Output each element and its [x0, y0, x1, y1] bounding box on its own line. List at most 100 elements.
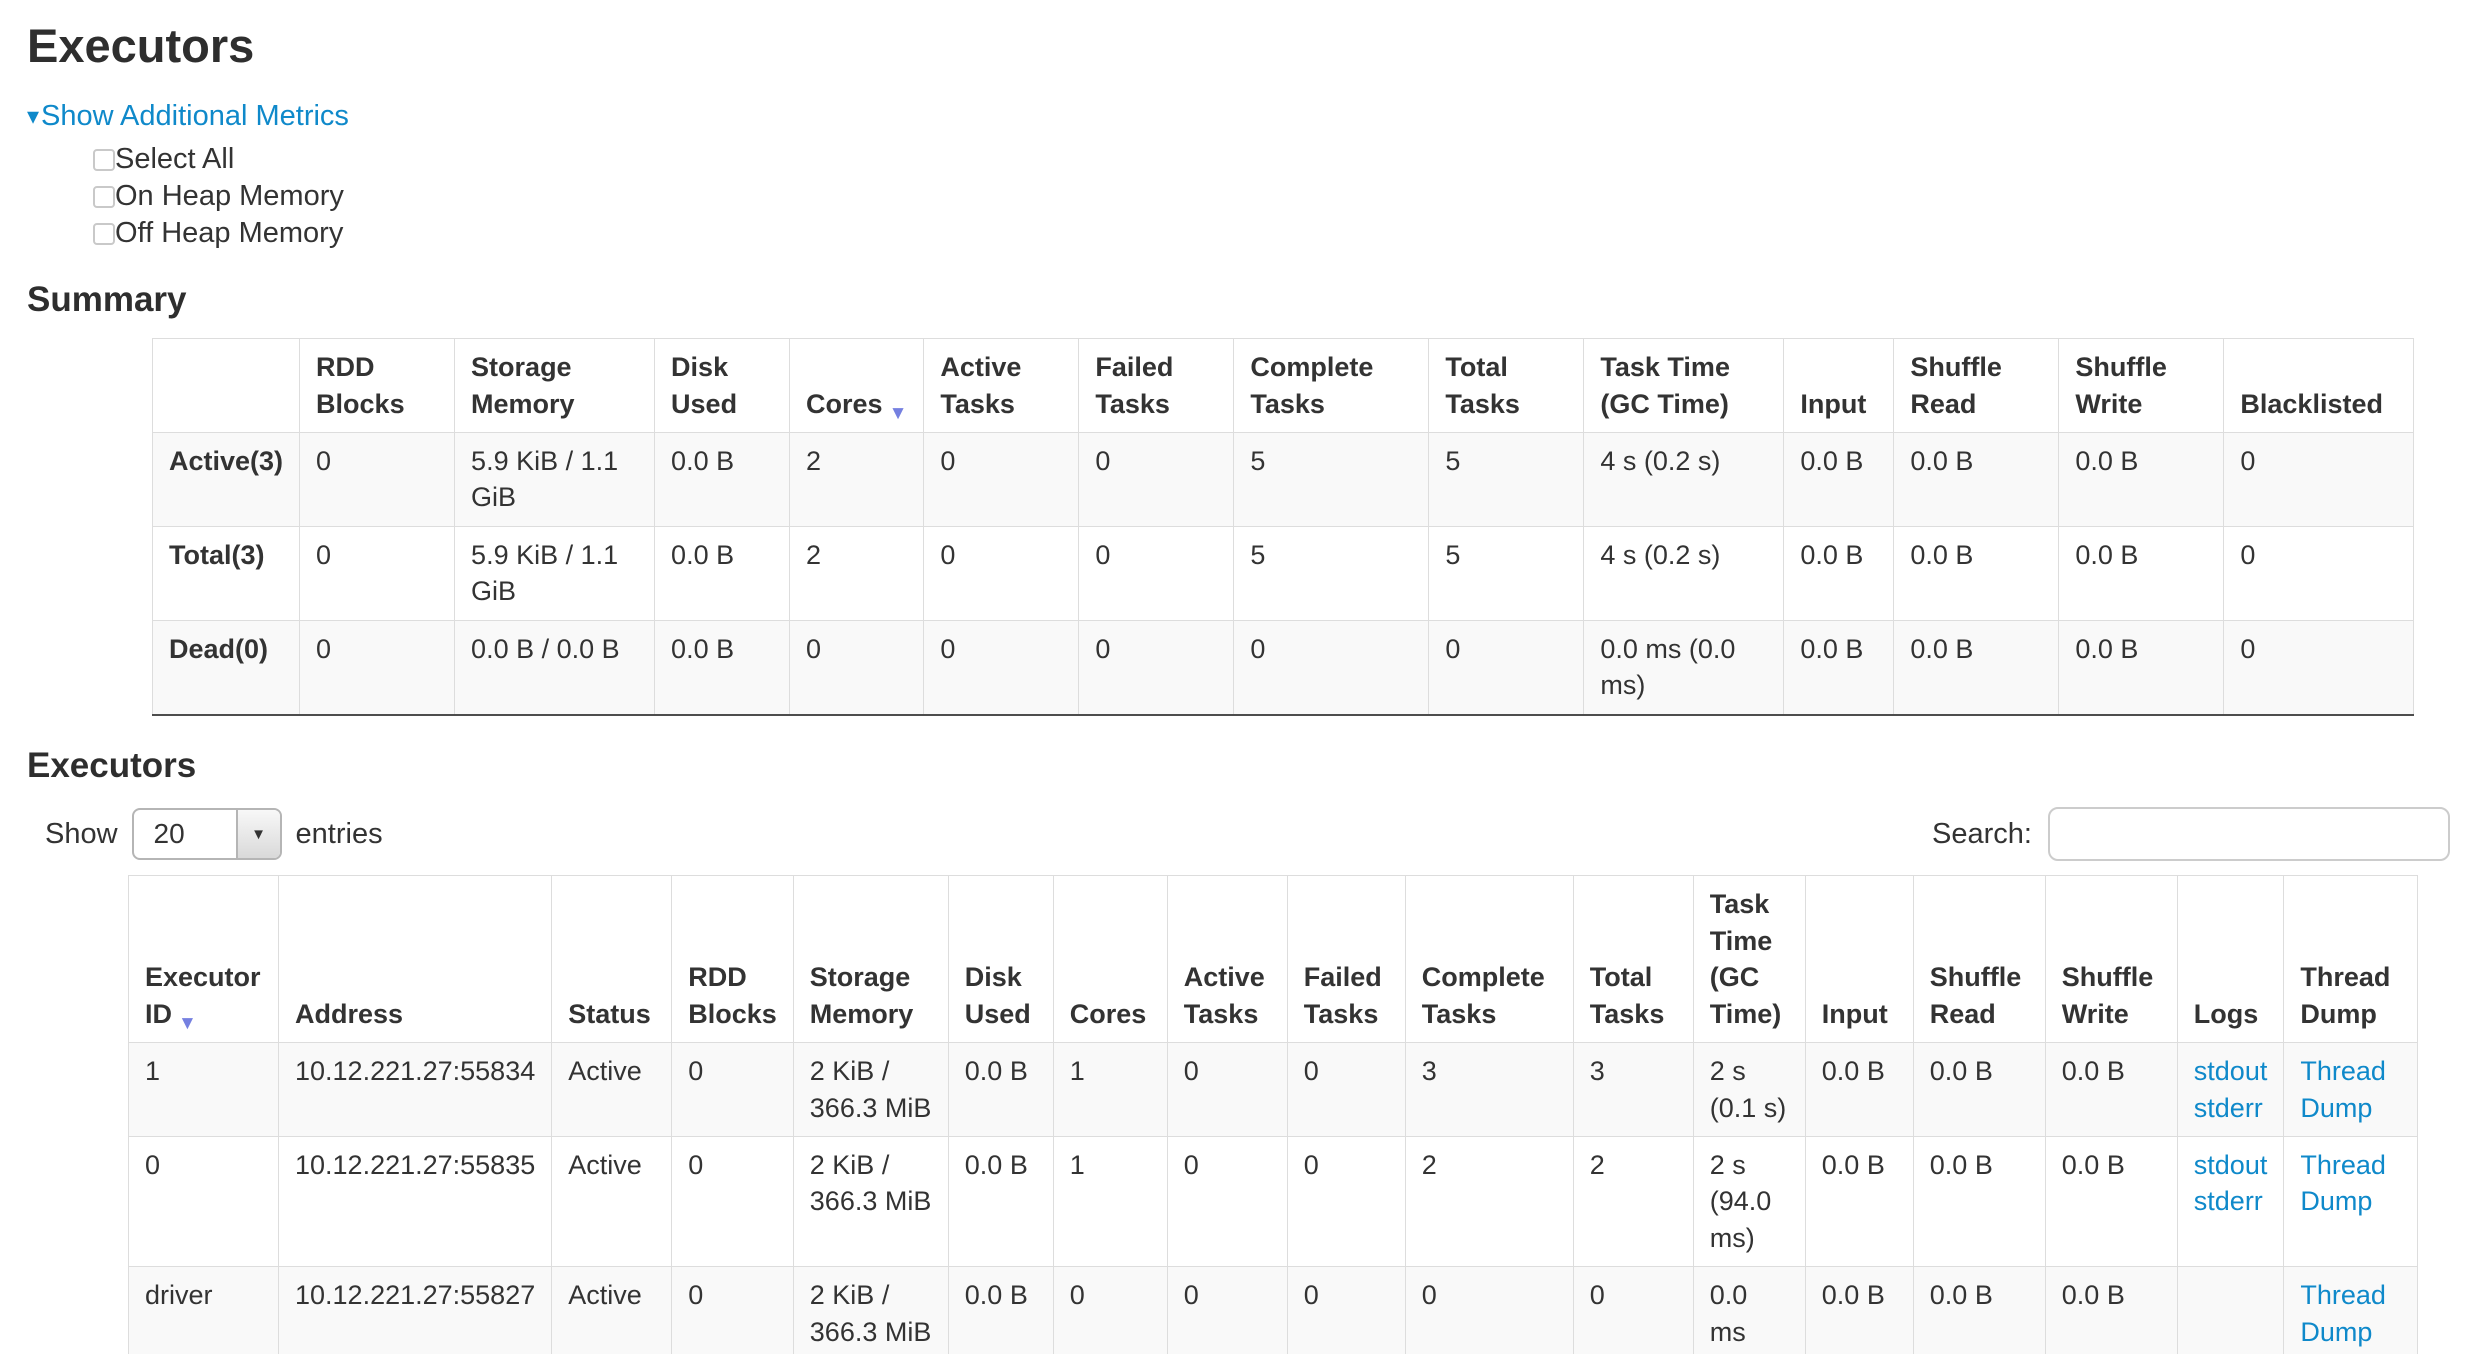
executors-col-thread-dump[interactable]: Thread Dump: [2283, 875, 2419, 1044]
executors-col-failed-tasks[interactable]: Failed Tasks: [1286, 875, 1406, 1044]
logs-cell: stdout stderr: [2176, 1042, 2285, 1138]
executors-col-address[interactable]: Address: [277, 875, 553, 1044]
input-cell: 0.0 B: [1804, 1266, 1914, 1354]
total-tasks-cell: 3: [1572, 1042, 1694, 1138]
executors-col-status[interactable]: Status: [551, 875, 673, 1044]
executor-id-cell: 0: [128, 1136, 279, 1268]
disk-used-cell: 0.0 B: [947, 1042, 1054, 1138]
summary-cell: 0.0 B: [2058, 432, 2225, 527]
executors-col-rdd-blocks[interactable]: RDD Blocks: [671, 875, 794, 1044]
active-tasks-cell: 0: [1166, 1136, 1288, 1268]
complete-tasks-cell: 3: [1404, 1042, 1574, 1138]
summary-cell: 5.9 KiB / 1.1 GiB: [454, 525, 656, 621]
executors-heading: Executors: [27, 745, 197, 785]
summary-col-shuffle-write[interactable]: Shuffle Write: [2058, 338, 2225, 434]
sort-desc-icon: ▼: [178, 1012, 197, 1034]
summary-cell: 0: [1078, 432, 1235, 527]
on-heap-memory-label: On Heap Memory: [115, 180, 344, 213]
stdout-link[interactable]: stdout: [2193, 1150, 2268, 1181]
summary-col-cores[interactable]: Cores ▼: [789, 338, 925, 434]
summary-cell: 0.0 ms (0.0 ms): [1583, 619, 1785, 716]
executors-col-disk-used[interactable]: Disk Used: [947, 875, 1054, 1044]
executors-col-input[interactable]: Input: [1804, 875, 1914, 1044]
executors-col-storage-memory[interactable]: Storage Memory: [792, 875, 949, 1044]
failed-tasks-cell: 0: [1286, 1136, 1406, 1268]
thread-dump-link[interactable]: Thread Dump: [2300, 1056, 2386, 1123]
summary-col-shuffle-read[interactable]: Shuffle Read: [1893, 338, 2060, 434]
summary-cell: 4 s (0.2 s): [1583, 525, 1785, 621]
rdd-blocks-cell: 0: [671, 1136, 794, 1268]
stderr-link[interactable]: stderr: [2193, 1092, 2263, 1123]
summary-cell: 0.0 B: [1893, 525, 2060, 621]
cores-cell: 1: [1052, 1042, 1168, 1138]
summary-col-active-tasks[interactable]: Active Tasks: [923, 338, 1080, 434]
thread-dump-link[interactable]: Thread Dump: [2300, 1280, 2386, 1347]
disk-used-cell: 0.0 B: [947, 1266, 1054, 1354]
summary-cell: 0: [299, 525, 456, 621]
executors-col-shuffle-read[interactable]: Shuffle Read: [1912, 875, 2046, 1044]
summary-col-blacklisted[interactable]: Blacklisted: [2223, 338, 2415, 434]
summary-cell: 0.0 B: [1783, 432, 1895, 527]
summary-col-input[interactable]: Input: [1783, 338, 1895, 434]
executors-col-executor-id[interactable]: Executor ID ▼: [128, 875, 279, 1044]
executor-row-1: 1 10.12.221.27:55834 Active 0 2 KiB / 36…: [128, 1042, 2419, 1138]
stderr-link[interactable]: stderr: [2193, 1186, 2263, 1217]
summary-cell: 5.9 KiB / 1.1 GiB: [454, 432, 656, 527]
summary-col-task-time[interactable]: Task Time (GC Time): [1583, 338, 1785, 434]
executors-col-complete-tasks[interactable]: Complete Tasks: [1404, 875, 1574, 1044]
address-cell: 10.12.221.27:55827: [277, 1266, 553, 1354]
on-heap-memory-checkbox[interactable]: [93, 185, 115, 208]
summary-col-total-tasks[interactable]: Total Tasks: [1428, 338, 1585, 434]
page-size-value: 20: [153, 818, 185, 850]
search-input[interactable]: [2048, 807, 2450, 862]
summary-cell: 5: [1428, 432, 1585, 527]
page-size-select[interactable]: 20 ▼: [131, 808, 282, 861]
summary-col-storage-memory[interactable]: Storage Memory: [454, 338, 656, 434]
off-heap-memory-checkbox[interactable]: [93, 222, 115, 245]
status-cell: Active: [551, 1042, 673, 1138]
summary-cell: 5: [1233, 525, 1430, 621]
summary-cell: 0.0 B: [654, 619, 791, 716]
summary-row-label: Dead(0): [151, 619, 301, 716]
show-additional-metrics-toggle[interactable]: ▾ Show Additional Metrics: [27, 100, 349, 133]
summary-cell: 0: [923, 432, 1080, 527]
executor-row-driver: driver 10.12.221.27:55827 Active 0 2 KiB…: [128, 1266, 2419, 1354]
select-all-checkbox[interactable]: [93, 148, 115, 171]
executors-col-total-tasks[interactable]: Total Tasks: [1572, 875, 1694, 1044]
summary-cell: 0: [1078, 619, 1235, 716]
summary-cell: 0: [789, 619, 925, 716]
summary-cell: 4 s (0.2 s): [1583, 432, 1785, 527]
input-cell: 0.0 B: [1804, 1136, 1914, 1268]
logs-cell: stdout stderr: [2176, 1136, 2285, 1268]
summary-col-complete-tasks[interactable]: Complete Tasks: [1233, 338, 1430, 434]
shuffle-read-cell: 0.0 B: [1912, 1042, 2046, 1138]
thread-dump-cell: Thread Dump: [2283, 1266, 2419, 1354]
executors-col-logs[interactable]: Logs: [2176, 875, 2285, 1044]
executors-table: Executor ID ▼ Address Status RDD Blocks S…: [128, 875, 2419, 1354]
summary-row-label: Total(3): [151, 525, 301, 621]
executors-col-task-time[interactable]: Task Time (GC Time): [1692, 875, 1806, 1044]
summary-col-rdd-blocks[interactable]: RDD Blocks: [299, 338, 456, 434]
cores-cell: 1: [1052, 1136, 1168, 1268]
address-cell: 10.12.221.27:55835: [277, 1136, 553, 1268]
summary-cell: 0: [299, 432, 456, 527]
additional-metrics-section: ▾ Show Additional Metrics Select All On …: [27, 100, 2450, 252]
caret-down-icon: ▾: [27, 103, 40, 131]
thread-dump-cell: Thread Dump: [2283, 1136, 2419, 1268]
executors-col-active-tasks[interactable]: Active Tasks: [1166, 875, 1288, 1044]
summary-col-failed-tasks[interactable]: Failed Tasks: [1078, 338, 1235, 434]
executor-row-0: 0 10.12.221.27:55835 Active 0 2 KiB / 36…: [128, 1136, 2419, 1268]
shuffle-write-cell: 0.0 B: [2044, 1266, 2178, 1354]
stdout-link[interactable]: stdout: [2193, 1056, 2268, 1087]
show-entries-control: Show 20 ▼ entries: [45, 808, 383, 861]
thread-dump-link[interactable]: Thread Dump: [2300, 1150, 2386, 1217]
summary-cell: 0: [2223, 432, 2415, 527]
summary-col-disk-used[interactable]: Disk Used: [654, 338, 791, 434]
executors-col-shuffle-write[interactable]: Shuffle Write: [2044, 875, 2178, 1044]
executor-id-cell: 1: [128, 1042, 279, 1138]
executors-col-cores[interactable]: Cores: [1052, 875, 1168, 1044]
executor-id-cell: driver: [128, 1266, 279, 1354]
summary-row-label: Active(3): [151, 432, 301, 527]
rdd-blocks-cell: 0: [671, 1266, 794, 1354]
